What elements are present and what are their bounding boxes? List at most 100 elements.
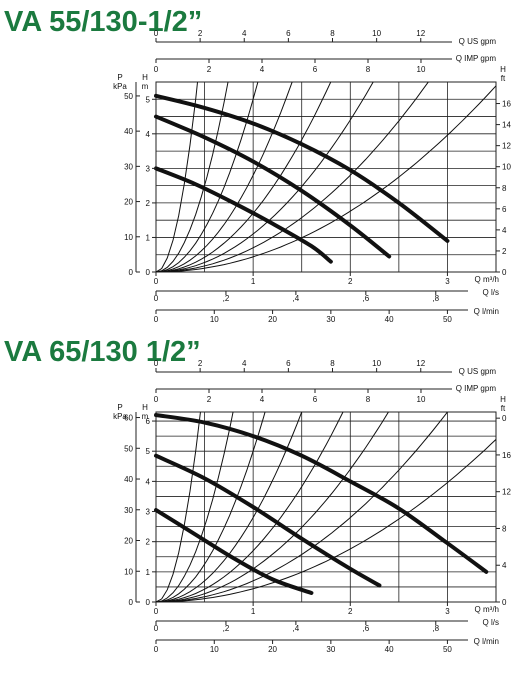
ruler-tick-label-ls: ,6 [362, 624, 369, 633]
ruler-tick-label-usgpm: 12 [416, 29, 425, 38]
x-axis-label-m3h: Q m³/h [475, 275, 499, 284]
y-tick-label-m: 5 [146, 95, 151, 104]
ruler-tick-label-ls: ,8 [432, 294, 439, 303]
ruler-tick-label-lmin: 40 [385, 645, 394, 654]
ruler-tick-label-lmin: 20 [268, 315, 277, 324]
y-axis-label-m: H [142, 403, 148, 412]
ruler-unit-label-ls: Q l/s [483, 288, 499, 297]
ruler-tick-label-ls: 0 [154, 294, 159, 303]
ruler-tick-label-impgpm: 8 [366, 395, 371, 404]
system-curve [156, 82, 374, 272]
y-tick-label-m: 6 [146, 417, 151, 426]
system-curve [156, 412, 449, 602]
ruler-tick-label-ls: ,8 [432, 624, 439, 633]
y-tick-label-ft: 14 [502, 121, 511, 130]
ruler-tick-label-usgpm: 6 [286, 359, 291, 368]
y-tick-label-kpa: 30 [124, 506, 133, 515]
ruler-tick-label-ls: ,4 [293, 624, 300, 633]
y-tick-label-ft: 8 [502, 524, 507, 533]
ruler-tick-label-usgpm: 4 [242, 359, 247, 368]
y-tick-label-kpa: 20 [124, 198, 133, 207]
system-curve [156, 82, 429, 272]
ruler-tick-label-usgpm: 0 [154, 29, 159, 38]
system-curve [156, 82, 259, 272]
ruler-tick-label-usgpm: 10 [372, 359, 381, 368]
ruler-unit-label-usgpm: Q US gpm [459, 37, 497, 46]
ruler-tick-label-usgpm: 4 [242, 29, 247, 38]
y-tick-label-ft: 8 [502, 184, 507, 193]
ruler-tick-label-ls: ,6 [362, 294, 369, 303]
y-tick-label-m: 1 [146, 233, 151, 242]
chart-title-va65: VA 65/130 1/2” [4, 336, 201, 368]
plot-frame [155, 81, 497, 273]
ruler-tick-label-impgpm: 0 [154, 395, 159, 404]
x-tick-label-m3h: 3 [445, 277, 450, 286]
x-tick-label-m3h: 2 [348, 607, 353, 616]
ruler-tick-label-lmin: 40 [385, 315, 394, 324]
ruler-tick-label-lmin: 20 [268, 645, 277, 654]
x-tick-label-m3h: 2 [348, 277, 353, 286]
ruler-unit-label-lmin: Q l/min [474, 307, 499, 316]
y-axis-label-kpa: P [117, 403, 122, 412]
y-tick-label-m: 2 [146, 199, 151, 208]
ruler-unit-label-ls: Q l/s [483, 618, 499, 627]
y-axis-unit-m: m [142, 82, 149, 91]
system-curve [156, 412, 344, 602]
ruler-tick-label-usgpm: 2 [198, 29, 203, 38]
ruler-tick-label-impgpm: 10 [417, 395, 426, 404]
y-tick-label-ft: 12 [502, 142, 511, 151]
ruler-tick-label-impgpm: 4 [260, 65, 265, 74]
y-tick-label-ft: 6 [502, 205, 507, 214]
y-axis-label-ft: H [500, 395, 506, 404]
y-tick-label-m: 0 [146, 268, 151, 277]
ruler-tick-label-ls: 0 [154, 624, 159, 633]
ruler-tick-label-impgpm: 6 [313, 65, 318, 74]
pump-curve-3 [154, 166, 333, 264]
y-axis-label-kpa: P [117, 73, 122, 82]
pump-curve-2 [154, 453, 382, 588]
system-curve [156, 412, 266, 602]
ruler-tick-label-lmin: 30 [326, 645, 335, 654]
system-curve [156, 412, 234, 602]
ruler-unit-label-impgpm: Q IMP gpm [456, 384, 497, 393]
y-tick-label-ft: 0 [502, 268, 507, 277]
system-curve [156, 412, 303, 602]
y-tick-label-ft: 2 [502, 247, 507, 256]
ruler-tick-label-lmin: 50 [443, 315, 452, 324]
y-tick-label-kpa: 0 [129, 598, 134, 607]
y-tick-label-kpa: 10 [124, 233, 133, 242]
system-curve [156, 85, 496, 272]
x-tick-label-m3h: 0 [154, 277, 159, 286]
ruler-tick-label-usgpm: 8 [330, 29, 335, 38]
y-axis-unit-kpa: kPa [113, 82, 127, 91]
y-tick-label-kpa: 50 [124, 92, 133, 101]
ruler-tick-label-usgpm: 0 [154, 359, 159, 368]
ruler-tick-label-usgpm: 8 [330, 359, 335, 368]
system-curve [156, 82, 229, 272]
ruler-tick-label-impgpm: 8 [366, 65, 371, 74]
ruler-tick-label-usgpm: 6 [286, 29, 291, 38]
y-tick-label-m: 4 [146, 477, 151, 486]
y-axis-unit-ft: ft [501, 404, 506, 413]
y-tick-label-ft: 16 [502, 451, 511, 460]
pump-curve-1 [154, 93, 450, 243]
y-tick-label-ft: 0 [502, 598, 507, 607]
ruler-tick-label-impgpm: 2 [207, 65, 212, 74]
ruler-tick-label-impgpm: 2 [207, 395, 212, 404]
y-axis-label-m: H [142, 73, 148, 82]
pump-curve-1 [154, 413, 489, 574]
y-tick-label-m: 5 [146, 447, 151, 456]
system-curve [156, 412, 390, 602]
x-axis-label-m3h: Q m³/h [475, 605, 499, 614]
plot-frame [155, 411, 497, 603]
ruler-tick-label-lmin: 50 [443, 645, 452, 654]
ruler-tick-label-ls: ,2 [223, 294, 230, 303]
ruler-tick-label-lmin: 10 [210, 315, 219, 324]
ruler-tick-label-ls: ,4 [293, 294, 300, 303]
pump-curve-2 [154, 114, 392, 259]
ruler-unit-label-lmin: Q l/min [474, 637, 499, 646]
y-tick-label-m: 0 [146, 598, 151, 607]
ruler-tick-label-usgpm: 12 [416, 359, 425, 368]
